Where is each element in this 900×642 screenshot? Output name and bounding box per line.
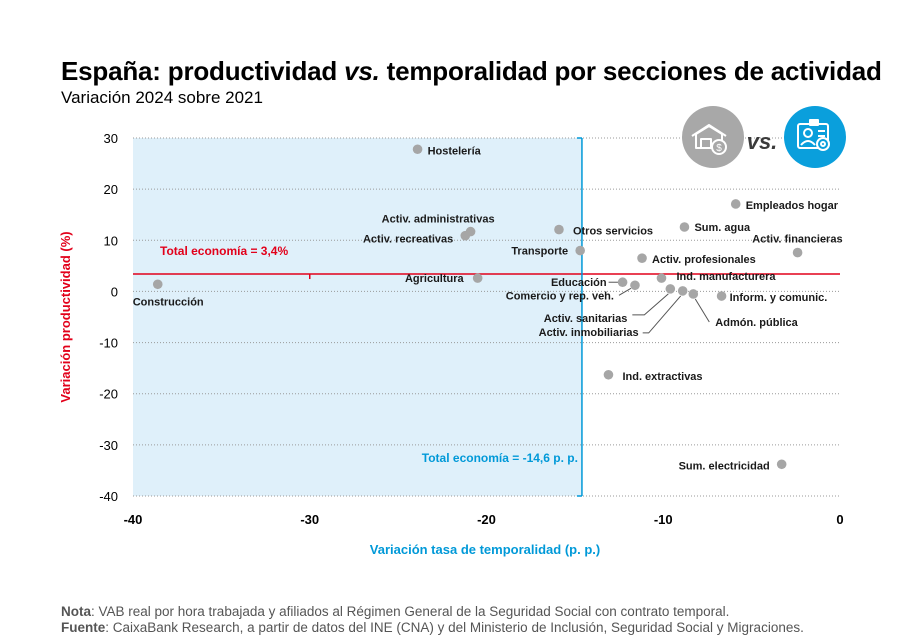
data-label: Inform. y comunic. bbox=[730, 292, 828, 304]
data-label: Comercio y rep. veh. bbox=[506, 290, 614, 302]
x-tick-label: -20 bbox=[477, 512, 496, 527]
data-label: Activ. administrativas bbox=[382, 214, 495, 226]
y-tick-label: 30 bbox=[104, 131, 118, 146]
note-row: Nota: VAB real por hora trabajada y afil… bbox=[61, 604, 804, 620]
data-point bbox=[656, 273, 667, 283]
footnotes: Nota: VAB real por hora trabajada y afil… bbox=[61, 604, 804, 636]
data-label: Sum. electricidad bbox=[679, 460, 770, 472]
data-label: Transporte bbox=[511, 246, 568, 258]
data-point bbox=[554, 224, 564, 235]
data-label: Agricultura bbox=[405, 273, 465, 285]
data-point bbox=[792, 247, 803, 258]
data-label: Construcción bbox=[133, 296, 204, 308]
data-label: Activ. financieras bbox=[752, 234, 842, 246]
data-point bbox=[617, 277, 628, 288]
data-point bbox=[688, 289, 699, 299]
y-tick-label: 10 bbox=[104, 233, 118, 248]
worker-contract-icon-badge bbox=[784, 106, 846, 168]
data-label: Admón. pública bbox=[715, 317, 798, 329]
data-point bbox=[630, 280, 640, 291]
data-label: Activ. inmobiliarias bbox=[539, 327, 639, 339]
vs-label: vs. bbox=[747, 129, 778, 154]
y-tick-label: -30 bbox=[99, 438, 118, 453]
data-label: Otros servicios bbox=[573, 226, 653, 238]
source-text: : CaixaBank Research, a partir de datos … bbox=[105, 620, 804, 635]
y-tick-label: 0 bbox=[111, 284, 118, 299]
y-tick-label: 20 bbox=[104, 182, 118, 197]
svg-text:$: $ bbox=[716, 143, 722, 154]
data-label: Educación bbox=[551, 277, 607, 289]
page-title: España: productividad vs. temporalidad p… bbox=[61, 56, 882, 87]
data-point bbox=[472, 273, 483, 283]
reference-label-horizontal: Total economía = 3,4% bbox=[160, 244, 288, 258]
x-axis-title: Variación tasa de temporalidad (p. p.) bbox=[370, 542, 600, 557]
data-point bbox=[665, 284, 676, 294]
data-point bbox=[460, 230, 471, 241]
data-label: Sum. agua bbox=[694, 222, 751, 234]
y-tick-label: -20 bbox=[99, 387, 118, 402]
data-point bbox=[575, 245, 585, 256]
source-row: Fuente: CaixaBank Research, a partir de … bbox=[61, 620, 804, 636]
scatter-chart: Total economía = 3,4% Total economía = -1… bbox=[58, 106, 846, 557]
note-text: : VAB real por hora trabajada y afiliado… bbox=[91, 604, 730, 619]
data-label: Hostelería bbox=[428, 145, 482, 157]
production-icon: $ bbox=[691, 124, 727, 155]
source-label: Fuente bbox=[61, 620, 106, 635]
y-tick-label: -40 bbox=[99, 489, 118, 504]
data-point bbox=[776, 459, 787, 470]
data-point bbox=[677, 286, 688, 296]
y-tick-label: -10 bbox=[99, 336, 118, 351]
data-point bbox=[603, 369, 614, 380]
leader-line bbox=[632, 293, 669, 316]
data-point bbox=[730, 199, 741, 209]
worker-contract-icon bbox=[797, 119, 830, 151]
data-label: Ind. extractivas bbox=[622, 371, 702, 383]
title-text: España: productividad bbox=[61, 56, 345, 86]
reference-label-vertical: Total economía = -14,6 p. p. bbox=[422, 451, 578, 465]
leader-line bbox=[618, 287, 632, 296]
x-tick-label: -40 bbox=[124, 512, 143, 527]
leader-line bbox=[642, 295, 682, 334]
x-tick-label: -30 bbox=[300, 512, 319, 527]
data-point bbox=[716, 291, 727, 301]
data-label: Activ. sanitarias bbox=[544, 313, 628, 325]
data-point bbox=[679, 222, 690, 232]
x-tick-label: -10 bbox=[654, 512, 673, 527]
data-point bbox=[412, 144, 423, 155]
leader-line bbox=[694, 298, 710, 323]
production-icon-badge bbox=[682, 106, 744, 168]
data-point bbox=[637, 253, 647, 263]
shaded-region bbox=[133, 138, 582, 496]
data-label: Activ. recreativas bbox=[363, 234, 453, 246]
data-label: Activ. profesionales bbox=[652, 254, 756, 266]
title-text-end: temporalidad por secciones de actividad bbox=[379, 56, 882, 86]
note-label: Nota bbox=[61, 604, 91, 619]
data-label: Empleados hogar bbox=[746, 200, 839, 212]
data-label: Ind. manufacturera bbox=[676, 271, 776, 283]
subtitle: Variación 2024 sobre 2021 bbox=[61, 88, 263, 107]
title-vs: vs. bbox=[344, 56, 380, 86]
x-tick-label: 0 bbox=[836, 512, 843, 527]
data-point bbox=[152, 279, 163, 290]
y-axis-title: Variación productividad (%) bbox=[58, 231, 73, 402]
